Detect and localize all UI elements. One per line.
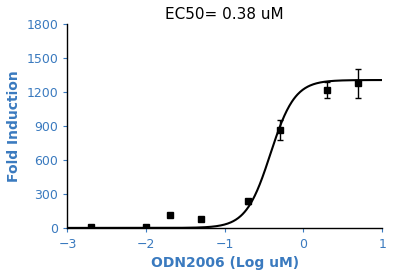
Y-axis label: Fold Induction: Fold Induction (7, 71, 21, 182)
Title: EC50= 0.38 uM: EC50= 0.38 uM (165, 7, 284, 22)
X-axis label: ODN2006 (Log uM): ODN2006 (Log uM) (151, 256, 299, 270)
